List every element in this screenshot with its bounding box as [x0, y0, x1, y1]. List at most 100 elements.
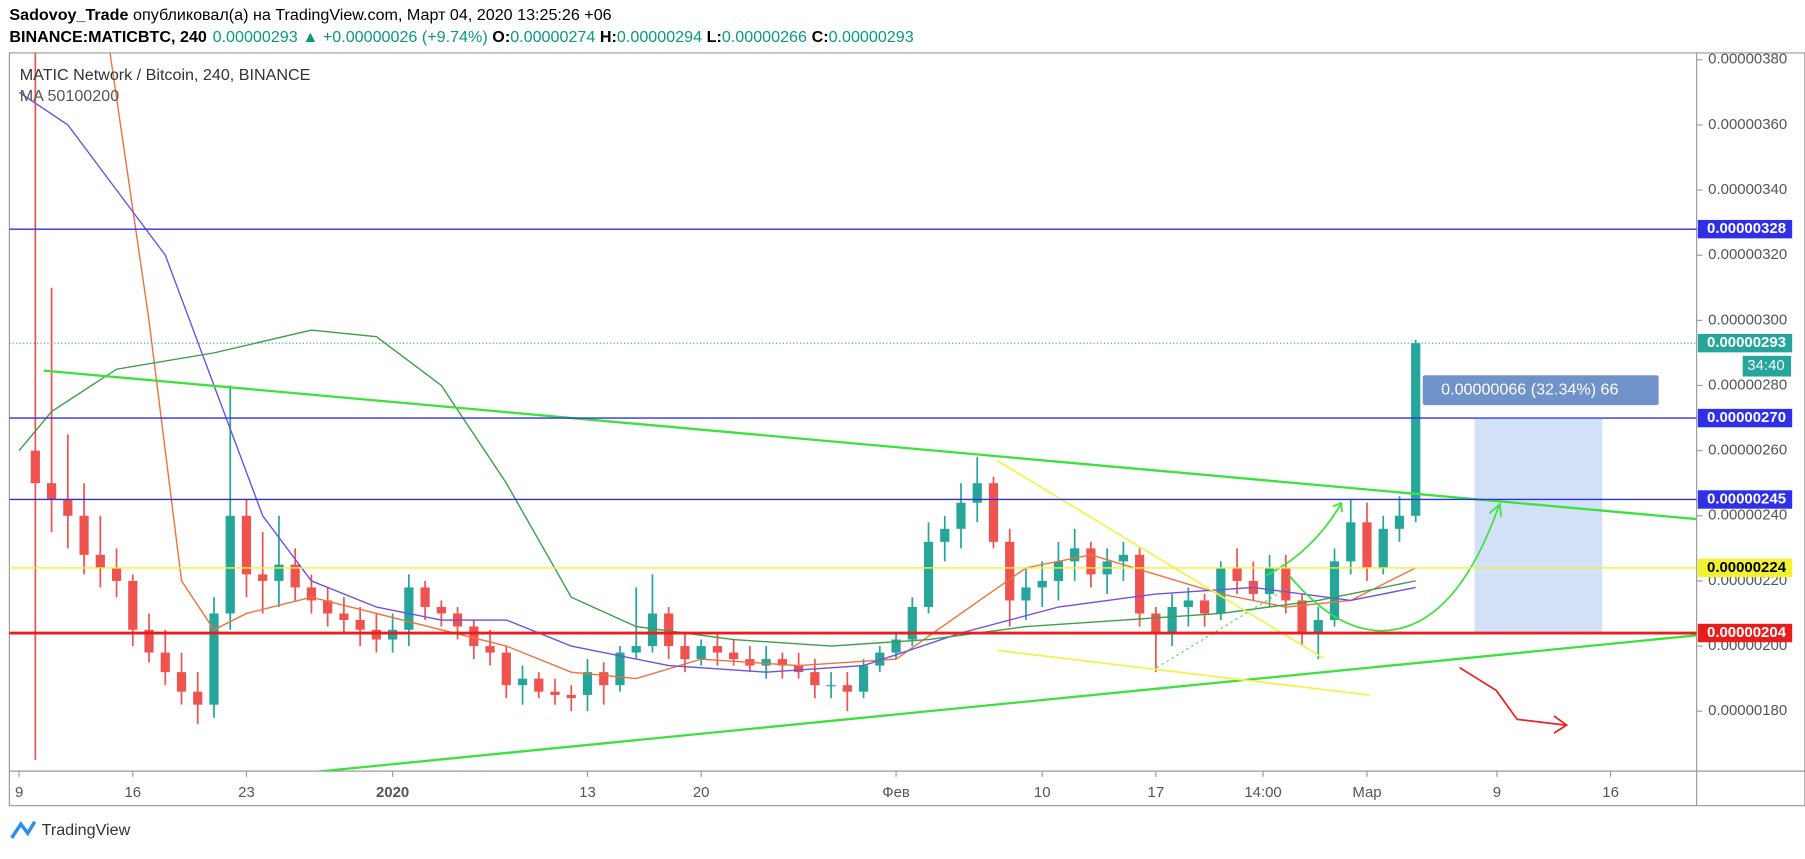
- y-tick-label: 0.00000360: [1708, 116, 1787, 133]
- arrow-head: [1488, 502, 1502, 517]
- x-tick-label: Мар: [1352, 784, 1381, 801]
- candle-body: [128, 580, 138, 630]
- candle-body: [1151, 613, 1161, 634]
- candle-body: [1118, 554, 1129, 562]
- candle-body: [988, 483, 999, 542]
- level-label-bg: [1697, 408, 1793, 428]
- last: 0.00000293: [213, 28, 298, 46]
- published: опубликовал(а) на TradingView.com, Март …: [133, 6, 612, 24]
- ohlc-value: 0.00000266: [722, 28, 807, 46]
- candle-body: [144, 629, 154, 653]
- level-label-bg: [1697, 558, 1793, 578]
- wedge-line: [996, 649, 1370, 697]
- brand: TradingView: [42, 821, 131, 839]
- red-arrow: [1459, 666, 1566, 726]
- x-tick-label: 16: [1602, 784, 1619, 801]
- candle-body: [761, 659, 771, 666]
- candle-body: [550, 691, 560, 695]
- candle-body: [241, 515, 252, 575]
- candle-body: [258, 574, 268, 581]
- level-label: 0.00000224: [1707, 559, 1787, 576]
- candle-body: [875, 652, 885, 666]
- wedge-line: [996, 459, 1325, 660]
- ohlc-value: 0.00000294: [617, 28, 702, 46]
- candle-body: [664, 613, 674, 647]
- arrow-head: [1332, 501, 1344, 513]
- change: +0.00000026 (+9.74%): [323, 28, 488, 46]
- y-tick-label: 0.00000380: [1708, 51, 1787, 68]
- axes: 0.000001800.000002000.000002200.00000240…: [15, 51, 1793, 801]
- candle-body: [891, 639, 901, 653]
- ohlc-value: 0.00000274: [510, 28, 595, 46]
- ohlc-value: 0.00000293: [829, 28, 914, 46]
- candle-body: [1281, 567, 1291, 601]
- x-tick-label: 14:00: [1244, 784, 1281, 801]
- candle-body: [1232, 567, 1242, 581]
- candle-body: [696, 646, 706, 660]
- level-label: 0.00000204: [1707, 624, 1787, 641]
- candle-body: [388, 629, 398, 640]
- candle-body: [355, 620, 365, 630]
- x-tick-label: 9: [15, 784, 23, 801]
- candle-body: [907, 606, 917, 640]
- candle-body: [1362, 522, 1372, 568]
- candle-body: [501, 652, 511, 686]
- level-label-bg: [1697, 623, 1793, 643]
- y-tick-label: 0.00000280: [1708, 376, 1787, 393]
- candle-body: [371, 629, 381, 640]
- candle-body: [712, 646, 723, 653]
- candle-body: [582, 672, 593, 695]
- candle-body: [810, 672, 820, 686]
- candle-body: [1021, 587, 1031, 601]
- candle-body: [1394, 515, 1405, 529]
- publish-line: Sadovoy_Trade опубликовал(а) на TradingVi…: [9, 6, 611, 24]
- arrow-curve: [1265, 503, 1342, 577]
- countdown-bg: [1742, 355, 1792, 377]
- indicator-legend: MA 50100200: [20, 87, 119, 105]
- candle-body: [1264, 567, 1275, 594]
- candle-body: [1086, 548, 1096, 575]
- symbol-line: BINANCE:MATICBTC, 240 0.00000293 ▲ +0.00000…: [9, 28, 913, 46]
- candle-body: [1037, 580, 1047, 588]
- candle-body: [160, 652, 170, 673]
- measure-label-bg: [1422, 375, 1659, 406]
- candle-body: [420, 587, 430, 607]
- ohlc-label: O:: [492, 28, 510, 46]
- candle-body: [615, 652, 625, 686]
- red-arrow-head: [1553, 715, 1569, 734]
- y-tick-label: 0.00000240: [1708, 507, 1787, 524]
- y-tick-label: 0.00000300: [1708, 311, 1787, 328]
- symbol: BINANCE:MATICBTC, 240: [9, 28, 207, 46]
- x-tick-label: 23: [238, 784, 255, 801]
- candle-body: [631, 646, 641, 653]
- level-label: 0.00000270: [1707, 409, 1786, 426]
- candle-body: [404, 587, 414, 630]
- candle-body: [1053, 561, 1064, 581]
- ohlc-label: H:: [600, 28, 617, 46]
- candle-body: [972, 483, 982, 503]
- candle-body: [1199, 600, 1210, 614]
- level-label: 0.00000328: [1707, 220, 1786, 237]
- candle-body: [225, 515, 235, 614]
- drawings: [9, 228, 1697, 772]
- x-tick-label: Фев: [882, 784, 910, 801]
- x-tick-label: 10: [1034, 784, 1051, 801]
- y-tick-label: 0.00000260: [1708, 442, 1787, 459]
- candle-body: [290, 564, 300, 588]
- candle-body: [794, 665, 804, 673]
- candle-body: [1167, 606, 1177, 634]
- trend-line: [43, 369, 1697, 521]
- x-tick-label: 13: [579, 784, 596, 801]
- candle-body: [729, 652, 739, 660]
- logo: [10, 820, 37, 839]
- candle-body: [1135, 554, 1145, 614]
- candle-body: [1183, 600, 1193, 607]
- candle-body: [566, 694, 576, 699]
- countdown: 34:40: [1747, 357, 1784, 374]
- ohlc-label: L:: [707, 28, 722, 46]
- level-label-bg: [1697, 219, 1793, 239]
- candle-body: [534, 678, 544, 692]
- candle-body: [1313, 620, 1323, 634]
- arrow-curve: [1288, 506, 1500, 632]
